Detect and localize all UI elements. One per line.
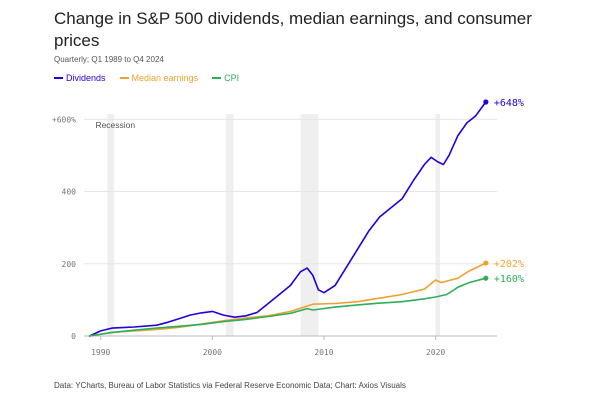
chart-title: Change in S&P 500 dividends, median earn…	[54, 9, 532, 50]
legend-item-earnings: Median earnings	[119, 73, 199, 83]
x-tick-label: 2010	[314, 348, 333, 357]
legend-item-dividends: Dividends	[54, 73, 106, 83]
legend-swatch-earnings	[119, 77, 129, 79]
y-tick-label: 0	[71, 332, 76, 341]
x-tick-label: 2020	[426, 348, 445, 357]
y-tick-label: +600%	[52, 115, 76, 124]
recession-bands: Recession	[95, 114, 441, 336]
recession-band	[107, 114, 115, 336]
legend-item-cpi: CPI	[212, 73, 239, 83]
end-labels: +648% +202% +160%	[494, 98, 524, 285]
y-tick-label: 400	[62, 188, 77, 197]
series-end-dot-cpi	[483, 275, 489, 281]
recession-label: Recession	[95, 120, 135, 130]
recession-band	[300, 114, 319, 336]
legend-label-earnings: Median earnings	[131, 73, 199, 83]
recession-band	[435, 114, 441, 336]
series-end-label-dividends: +648%	[494, 98, 524, 109]
x-tick-label: 1990	[91, 348, 110, 357]
legend-swatch-dividends	[54, 77, 63, 79]
series-line-dividends	[88, 101, 487, 337]
series-end-dot-dividends	[483, 99, 489, 105]
chart-subtitle: Quarterly; Q1 1989 to Q4 2024	[54, 55, 164, 64]
axes: 0 200 400 +600% 1990 2000 2010 2020	[52, 115, 446, 357]
series-end-label-earnings: +202%	[494, 259, 524, 270]
y-tick-label: 200	[62, 260, 77, 269]
x-tick-label: 2000	[203, 348, 222, 357]
series-end-dot-earnings	[483, 260, 489, 266]
grid-lines	[84, 118, 497, 337]
chart-source: Data: YCharts, Bureau of Labor Statistic…	[54, 381, 406, 390]
series-line-cpi	[88, 277, 487, 337]
legend: Dividends Median earnings CPI	[54, 73, 239, 83]
legend-label-dividends: Dividends	[66, 73, 106, 83]
series-line-earnings	[88, 262, 487, 337]
series-end-label-cpi: +160%	[494, 274, 524, 285]
legend-label-cpi: CPI	[224, 73, 240, 83]
recession-band	[225, 114, 234, 336]
legend-swatch-cpi	[212, 77, 222, 79]
series-lines	[88, 99, 489, 337]
